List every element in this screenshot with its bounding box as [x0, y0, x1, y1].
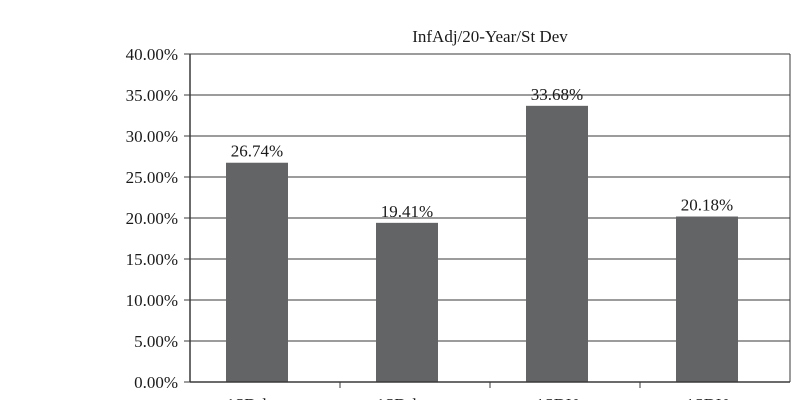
y-tick-label: 30.00%	[126, 127, 178, 146]
data-label: 26.74%	[231, 142, 283, 161]
bar	[676, 216, 738, 382]
y-tick-label: 15.00%	[126, 250, 178, 269]
x-tick-label: 1SD-low	[226, 395, 288, 400]
y-tick-label: 5.00%	[134, 332, 178, 351]
y-tick-label: 35.00%	[126, 86, 178, 105]
data-label: 33.68%	[531, 85, 583, 104]
labels: 0.00% 5.00% 10.00% 15.00% 20.00% 25.00% 30.00%…	[126, 45, 734, 400]
y-tick-label: 0.00%	[134, 373, 178, 392]
bars	[226, 105, 738, 382]
bar	[526, 105, 588, 382]
gridlines	[190, 94, 790, 342]
y-tick-label: 40.00%	[126, 45, 178, 64]
axes	[184, 53, 791, 388]
y-tick-label: 25.00%	[126, 168, 178, 187]
chart-title: InfAdj/20-Year/St Dev	[412, 27, 568, 46]
x-tick-label: 1SDU	[686, 395, 729, 400]
bar	[226, 162, 288, 382]
data-label: 19.41%	[381, 202, 433, 221]
bar	[376, 222, 438, 382]
y-tick-label: 20.00%	[126, 209, 178, 228]
y-tick-label: 10.00%	[126, 291, 178, 310]
data-label: 20.18%	[681, 196, 733, 215]
x-tick-label: 1SD-low	[376, 395, 438, 400]
x-tick-label: 1SDU	[536, 395, 579, 400]
